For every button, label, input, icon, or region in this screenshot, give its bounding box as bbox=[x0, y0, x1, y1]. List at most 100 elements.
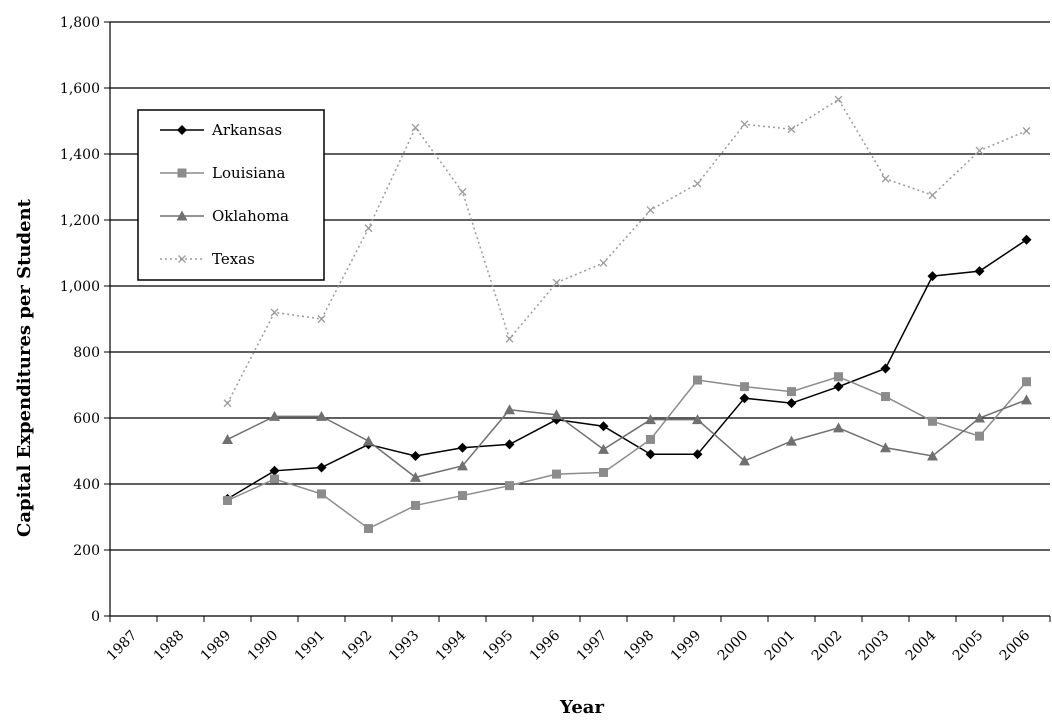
data-point bbox=[880, 363, 891, 374]
data-point bbox=[410, 450, 421, 461]
legend-label: Oklahoma bbox=[212, 207, 289, 225]
data-point bbox=[833, 422, 844, 433]
y-tick-label: 1,400 bbox=[60, 147, 100, 163]
legend-box bbox=[137, 109, 325, 281]
y-tick-labels: 0 200 400 600 800 1,000 1,200 1,400 1,600 1,800 bbox=[60, 15, 100, 625]
series-line-arkansas bbox=[227, 239, 1027, 500]
data-point bbox=[458, 491, 467, 501]
data-point bbox=[740, 382, 749, 392]
data-point bbox=[552, 469, 561, 479]
y-tick-label: 1,200 bbox=[60, 213, 100, 229]
x-tick-label: 1999 bbox=[668, 628, 705, 665]
data-point bbox=[177, 125, 187, 135]
data-point bbox=[693, 375, 702, 385]
data-point bbox=[928, 416, 937, 426]
series-line-louisiana bbox=[227, 375, 1028, 530]
x-tick-label: 1990 bbox=[245, 628, 282, 665]
x-tick-label: 1998 bbox=[621, 628, 658, 665]
y-axis-title: Capital Expenditures per Student bbox=[14, 198, 35, 537]
legend-label: Texas bbox=[212, 250, 255, 268]
data-point bbox=[270, 474, 279, 484]
gridlines bbox=[110, 21, 1050, 551]
x-tick-label: 1993 bbox=[386, 628, 423, 665]
axes bbox=[104, 21, 1051, 622]
data-point bbox=[269, 410, 280, 421]
y-tick-label: 1,600 bbox=[60, 81, 100, 97]
data-point bbox=[646, 206, 655, 215]
x-tick-label: 2006 bbox=[997, 627, 1034, 664]
data-point bbox=[786, 398, 797, 409]
data-point bbox=[787, 125, 796, 134]
data-point bbox=[177, 168, 187, 178]
x-tick-label: 2001 bbox=[762, 628, 799, 665]
data-point bbox=[645, 414, 656, 425]
y-tick-label: 400 bbox=[73, 477, 100, 493]
data-point bbox=[1021, 234, 1032, 245]
data-point bbox=[411, 123, 420, 132]
y-tick-label: 600 bbox=[73, 411, 100, 427]
x-tick-label: 2005 bbox=[950, 628, 987, 665]
data-point bbox=[693, 179, 702, 188]
data-point bbox=[646, 434, 655, 444]
data-point bbox=[316, 410, 327, 421]
data-point bbox=[316, 462, 327, 473]
data-point bbox=[927, 450, 938, 461]
data-point bbox=[645, 449, 656, 460]
x-tick-label: 2002 bbox=[809, 628, 846, 665]
data-point bbox=[458, 187, 467, 196]
data-point bbox=[505, 334, 514, 343]
x-tick-label: 1995 bbox=[480, 628, 517, 665]
data-point bbox=[739, 393, 750, 404]
x-tick-label: 2004 bbox=[903, 627, 940, 664]
y-tick-label: 0 bbox=[91, 609, 100, 625]
data-point bbox=[364, 524, 373, 534]
data-point bbox=[317, 315, 326, 323]
x-tick-label: 1997 bbox=[574, 628, 611, 665]
data-point bbox=[551, 409, 562, 420]
data-point bbox=[178, 255, 186, 263]
y-tick-label: 800 bbox=[73, 345, 100, 361]
legend: Arkansas Louisiana Oklahoma Texas bbox=[137, 109, 325, 281]
data-point bbox=[269, 465, 280, 476]
data-point bbox=[1022, 126, 1031, 135]
series-lines bbox=[222, 95, 1032, 534]
x-tick-label: 1996 bbox=[527, 627, 564, 664]
data-point bbox=[317, 489, 326, 499]
data-point bbox=[834, 372, 843, 382]
data-point bbox=[927, 271, 938, 282]
data-point bbox=[411, 500, 420, 510]
data-point bbox=[598, 443, 609, 454]
legend-label: Arkansas bbox=[211, 121, 282, 139]
x-tick-label: 1994 bbox=[433, 627, 470, 664]
data-point bbox=[598, 421, 609, 432]
data-point bbox=[787, 387, 796, 397]
y-tick-label: 1,000 bbox=[60, 279, 100, 295]
data-point bbox=[974, 412, 985, 423]
data-point bbox=[176, 210, 188, 221]
x-tick-labels: 1987 1988 1989 1990 1991 1992 1993 1994 1995 1996… bbox=[104, 627, 1034, 664]
data-point bbox=[270, 308, 279, 317]
x-axis-title: Year bbox=[559, 697, 604, 718]
series-line-oklahoma bbox=[227, 399, 1027, 479]
data-point bbox=[880, 442, 891, 453]
x-tick-label: 1988 bbox=[151, 628, 188, 665]
x-tick-label: 2003 bbox=[856, 628, 893, 665]
data-point bbox=[881, 392, 890, 402]
data-point bbox=[692, 414, 703, 425]
data-point bbox=[223, 399, 232, 408]
data-point bbox=[881, 174, 890, 183]
series-line-texas bbox=[226, 98, 1027, 404]
data-point bbox=[692, 449, 703, 460]
data-point bbox=[974, 266, 985, 277]
data-point bbox=[1021, 394, 1032, 405]
legend-label: Louisiana bbox=[212, 164, 286, 182]
data-point bbox=[975, 431, 984, 441]
y-tick-label: 200 bbox=[73, 543, 100, 559]
data-point bbox=[410, 471, 421, 482]
data-point bbox=[504, 439, 515, 450]
data-point bbox=[457, 460, 468, 471]
data-point bbox=[975, 146, 984, 155]
data-point bbox=[505, 481, 514, 491]
data-point bbox=[552, 278, 561, 287]
